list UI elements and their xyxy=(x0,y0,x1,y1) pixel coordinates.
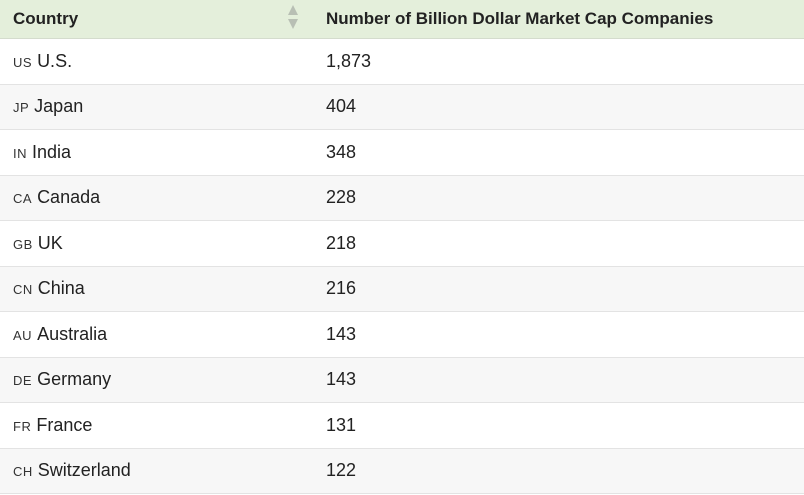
table-row: FR France 131 xyxy=(0,403,804,449)
count-cell: 131 xyxy=(326,414,357,435)
table-row: AU Australia 143 xyxy=(0,312,804,358)
country-cell: JP Japan xyxy=(0,85,313,130)
count-cell: 228 xyxy=(326,187,357,208)
count-cell: 143 xyxy=(326,323,357,344)
table-row: DE Germany 143 xyxy=(0,357,804,403)
flag-icon: US xyxy=(13,54,33,70)
country-name: Australia xyxy=(37,323,108,344)
table-row: CH Switzerland 122 xyxy=(0,448,804,494)
count-cell: 143 xyxy=(326,369,357,390)
country-name: China xyxy=(37,278,85,299)
flag-icon: FR xyxy=(13,418,32,434)
country-cell: FR France xyxy=(0,403,313,448)
flag-icon: DE xyxy=(13,373,33,389)
table-header: Country Number of Billion Dollar Market … xyxy=(0,0,804,39)
country-cell: AU Australia xyxy=(0,312,313,357)
country-name: U.S. xyxy=(37,50,73,71)
column-header-country[interactable]: Country xyxy=(0,0,313,38)
flag-icon: CA xyxy=(13,191,33,207)
table-row: JP Japan 404 xyxy=(0,84,804,130)
flag-icon: JP xyxy=(13,100,30,116)
count-cell: 348 xyxy=(326,141,357,162)
country-name: France xyxy=(36,414,93,435)
flag-icon: IN xyxy=(13,145,27,161)
sort-icon[interactable] xyxy=(287,4,299,32)
country-name: India xyxy=(32,141,72,162)
country-cell: DE Germany xyxy=(0,358,313,403)
count-cell: 1,873 xyxy=(326,50,372,71)
country-cell: CA Canada xyxy=(0,176,313,221)
country-name: UK xyxy=(37,232,63,253)
column-header-country-label: Country xyxy=(13,9,79,28)
flag-icon: CH xyxy=(13,464,33,480)
flag-icon: CN xyxy=(13,282,33,298)
country-cell: GB UK xyxy=(0,221,313,266)
table-row: CN China 216 xyxy=(0,266,804,312)
count-cell: 216 xyxy=(326,278,357,299)
table-row: IN India 348 xyxy=(0,130,804,176)
country-cell: CN China xyxy=(0,267,313,312)
country-cell: IN India xyxy=(0,130,313,175)
table-row: US U.S. 1,873 xyxy=(0,39,804,85)
country-name: Canada xyxy=(37,187,101,208)
table-row: GB UK 218 xyxy=(0,221,804,267)
count-cell: 218 xyxy=(326,232,357,253)
count-cell: 122 xyxy=(326,460,357,481)
country-name: Switzerland xyxy=(37,460,131,481)
count-cell: 404 xyxy=(326,96,357,117)
country-cell: CH Switzerland xyxy=(0,449,313,494)
country-cell: US U.S. xyxy=(0,39,313,84)
column-header-count[interactable]: Number of Billion Dollar Market Cap Comp… xyxy=(313,0,804,38)
flag-icon: GB xyxy=(13,236,33,252)
flag-icon: AU xyxy=(13,327,33,343)
country-name: Germany xyxy=(37,369,112,390)
country-name: Japan xyxy=(34,96,84,117)
table-row: CA Canada 228 xyxy=(0,175,804,221)
column-header-count-label: Number of Billion Dollar Market Cap Comp… xyxy=(326,9,714,28)
